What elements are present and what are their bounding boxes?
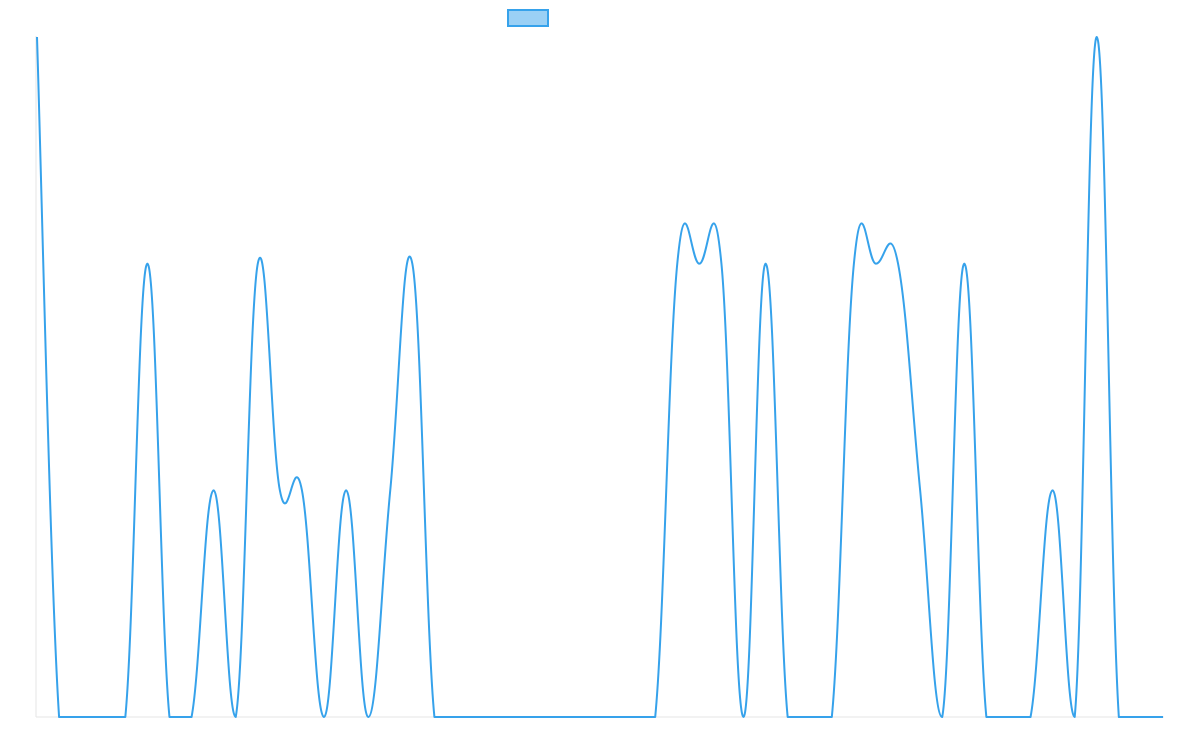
series-line[interactable]	[36, 36, 1163, 719]
data-point-4[interactable]	[122, 714, 128, 720]
data-point-10[interactable]	[255, 261, 261, 267]
data-point-41[interactable]	[939, 714, 945, 720]
data-point-44[interactable]	[1005, 714, 1011, 720]
data-point-37[interactable]	[851, 261, 857, 267]
data-point-31[interactable]	[718, 261, 724, 267]
data-point-1[interactable]	[56, 714, 62, 720]
data-point-45[interactable]	[1028, 714, 1034, 720]
data-point-48[interactable]	[1094, 34, 1100, 40]
data-point-20[interactable]	[476, 714, 482, 720]
data-point-7[interactable]	[189, 714, 195, 720]
data-point-15[interactable]	[365, 714, 371, 720]
data-point-50[interactable]	[1138, 714, 1144, 720]
data-point-21[interactable]	[498, 714, 504, 720]
data-point-46[interactable]	[1050, 487, 1056, 493]
data-point-35[interactable]	[807, 714, 813, 720]
data-point-26[interactable]	[608, 714, 614, 720]
data-point-8[interactable]	[211, 487, 217, 493]
data-point-30[interactable]	[696, 261, 702, 267]
legend-swatch[interactable]	[507, 9, 549, 27]
data-point-13[interactable]	[321, 714, 327, 720]
axes	[35, 36, 1164, 718]
data-point-9[interactable]	[233, 714, 239, 720]
data-point-49[interactable]	[1116, 714, 1122, 720]
data-point-47[interactable]	[1072, 714, 1078, 720]
data-point-39[interactable]	[895, 261, 901, 267]
data-point-22[interactable]	[520, 714, 526, 720]
legend[interactable]	[507, 9, 549, 27]
data-point-36[interactable]	[829, 714, 835, 720]
data-point-5[interactable]	[144, 261, 150, 267]
data-point-42[interactable]	[961, 261, 967, 267]
data-point-38[interactable]	[873, 261, 879, 267]
data-point-33[interactable]	[763, 261, 769, 267]
data-point-19[interactable]	[453, 714, 459, 720]
data-point-27[interactable]	[630, 714, 636, 720]
data-point-29[interactable]	[674, 261, 680, 267]
data-point-40[interactable]	[917, 487, 923, 493]
data-point-24[interactable]	[564, 714, 570, 720]
data-point-12[interactable]	[299, 487, 305, 493]
data-point-51[interactable]	[1160, 714, 1166, 720]
data-point-43[interactable]	[983, 714, 989, 720]
data-point-6[interactable]	[166, 714, 172, 720]
data-point-34[interactable]	[785, 714, 791, 720]
data-point-11[interactable]	[277, 487, 283, 493]
data-point-32[interactable]	[741, 714, 747, 720]
data-point-28[interactable]	[652, 714, 658, 720]
data-point-23[interactable]	[542, 714, 548, 720]
data-point-18[interactable]	[431, 714, 437, 720]
data-point-2[interactable]	[78, 714, 84, 720]
data-point-14[interactable]	[343, 487, 349, 493]
data-point-0[interactable]	[34, 34, 40, 40]
data-point-25[interactable]	[586, 714, 592, 720]
data-point-17[interactable]	[409, 261, 415, 267]
data-point-16[interactable]	[387, 487, 393, 493]
data-point-3[interactable]	[100, 714, 106, 720]
series-layer	[34, 34, 1166, 720]
